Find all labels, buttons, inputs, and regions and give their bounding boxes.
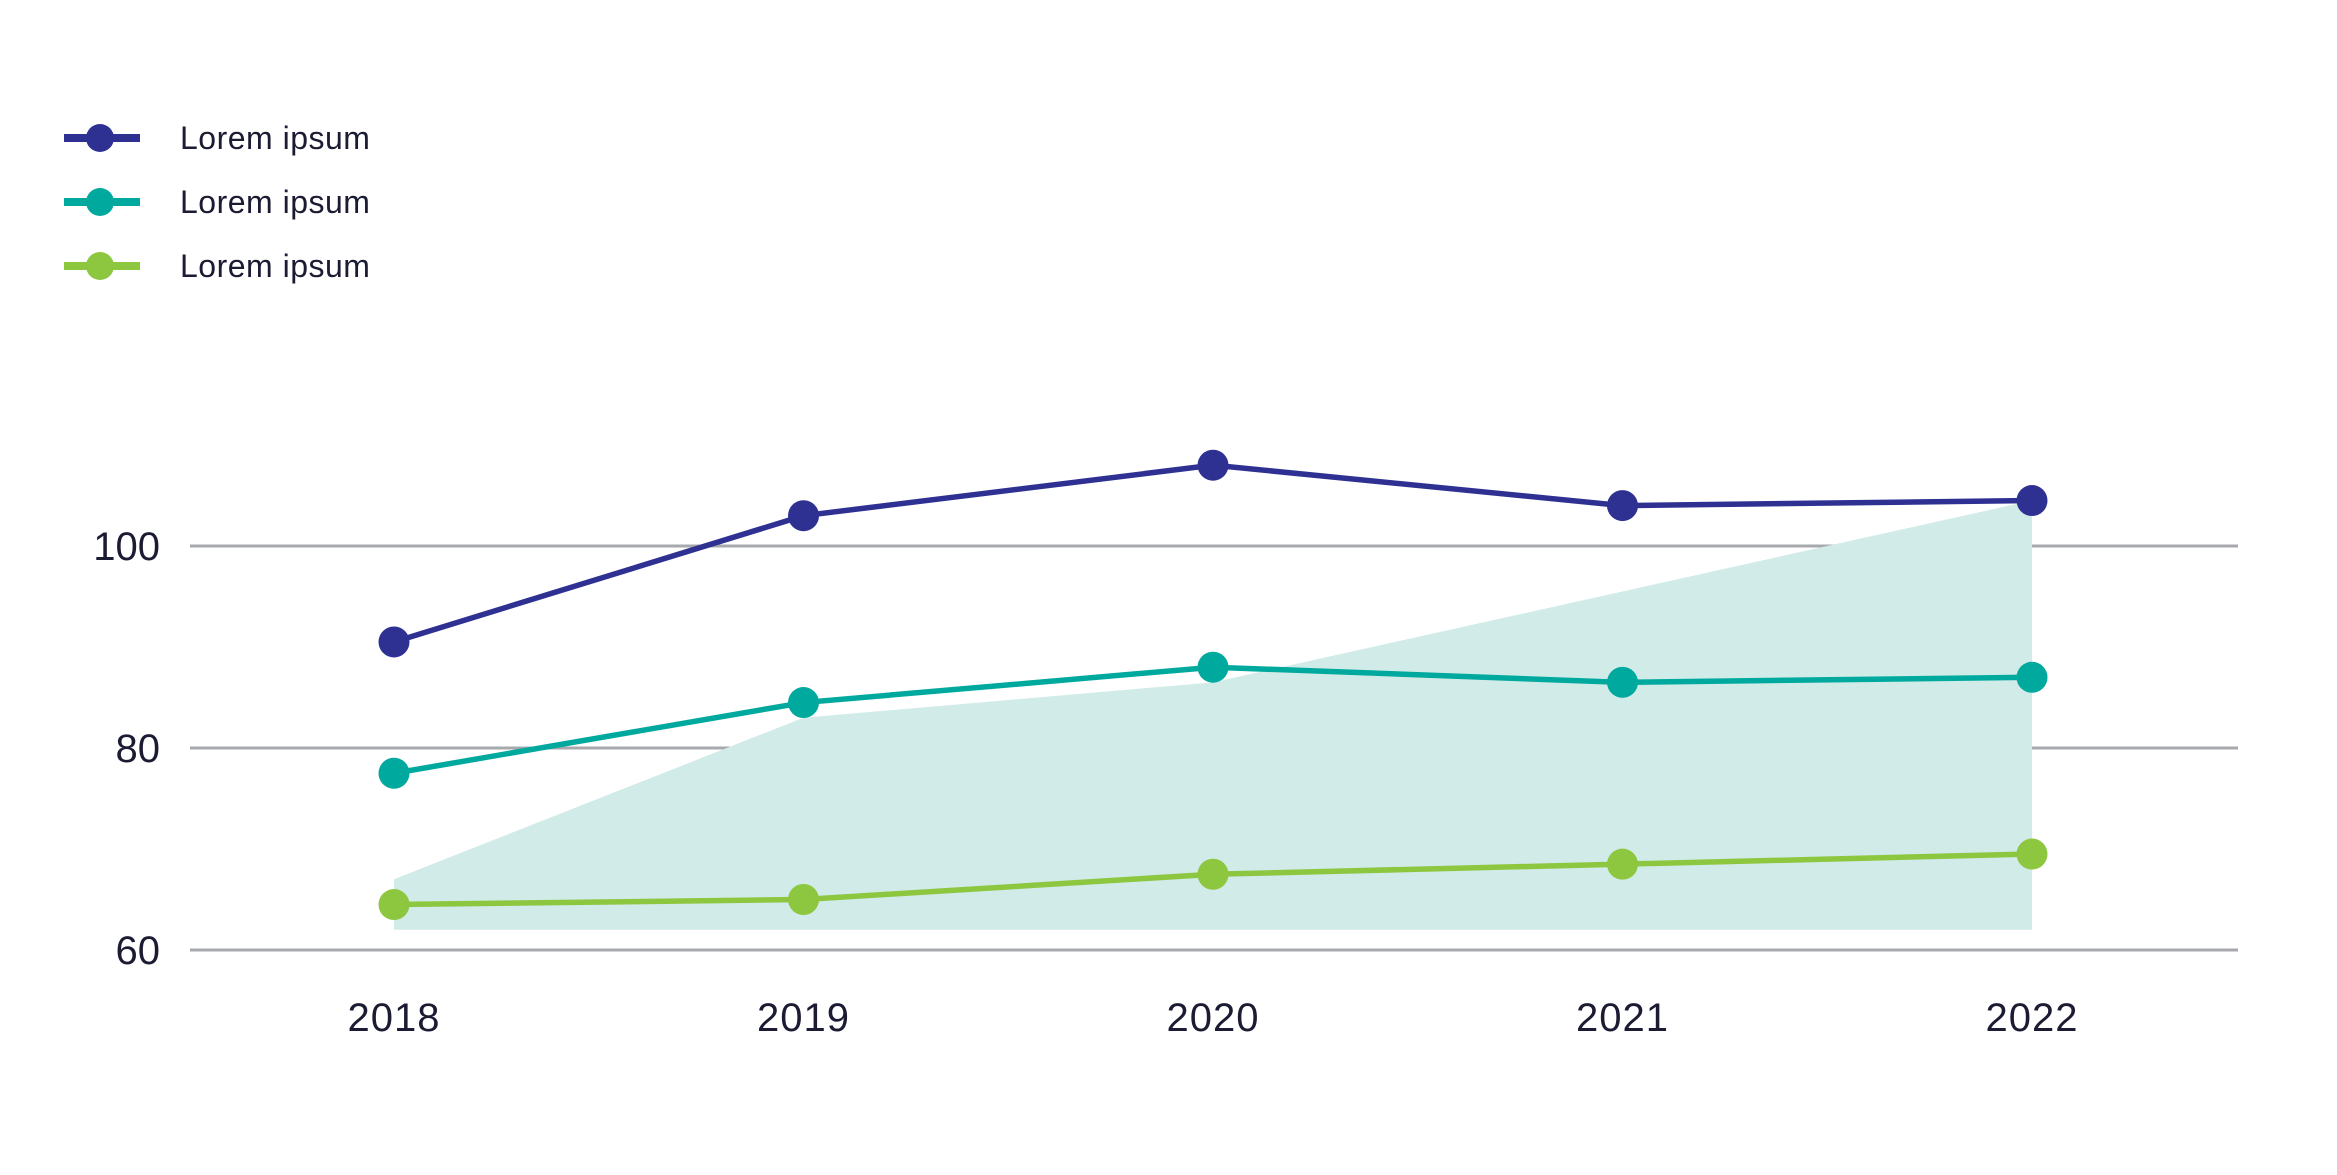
- legend-item: Lorem ipsum: [62, 106, 370, 170]
- x-tick-label: 2020: [1167, 996, 1260, 1040]
- data-point-0-2020: [1197, 449, 1229, 481]
- data-point-2-2019: [788, 884, 819, 915]
- data-point-1-2020: [1197, 651, 1229, 683]
- legend-marker-line-dot-icon: [64, 188, 140, 216]
- data-point-0-2022: [2016, 485, 2048, 517]
- legend-marker-line-dot-icon: [64, 252, 140, 280]
- data-point-0-2021: [1607, 490, 1638, 522]
- data-point-2-2018: [378, 889, 410, 921]
- y-tick-label: 100: [93, 525, 160, 569]
- data-point-2-2020: [1197, 858, 1229, 890]
- data-point-0-2019: [788, 500, 819, 532]
- data-point-1-2018: [378, 757, 410, 789]
- legend-item-label: Lorem ipsum: [180, 247, 371, 284]
- x-tick-label: 2018: [348, 996, 441, 1040]
- legend-item: Lorem ipsum: [62, 234, 370, 298]
- data-point-1-2022: [2016, 661, 2048, 693]
- x-tick-label: 2022: [1986, 996, 2079, 1040]
- data-point-0-2018: [378, 626, 410, 658]
- legend: Lorem ipsum Lorem ipsum Lorem ipsum: [62, 106, 370, 298]
- data-point-2-2021: [1607, 848, 1638, 880]
- legend-item-label: Lorem ipsum: [180, 183, 371, 220]
- data-point-1-2019: [788, 687, 819, 719]
- x-tick-label: 2019: [757, 996, 850, 1040]
- legend-item: Lorem ipsum: [62, 170, 370, 234]
- x-tick-label: 2021: [1576, 996, 1669, 1040]
- data-point-2-2022: [2016, 838, 2048, 870]
- legend-marker-line-dot-icon: [64, 124, 140, 152]
- y-tick-label: 80: [116, 727, 161, 771]
- y-tick-label: 60: [116, 929, 161, 973]
- shaded-area: [394, 500, 2032, 930]
- legend-item-label: Lorem ipsum: [180, 119, 371, 156]
- data-point-1-2021: [1607, 666, 1638, 698]
